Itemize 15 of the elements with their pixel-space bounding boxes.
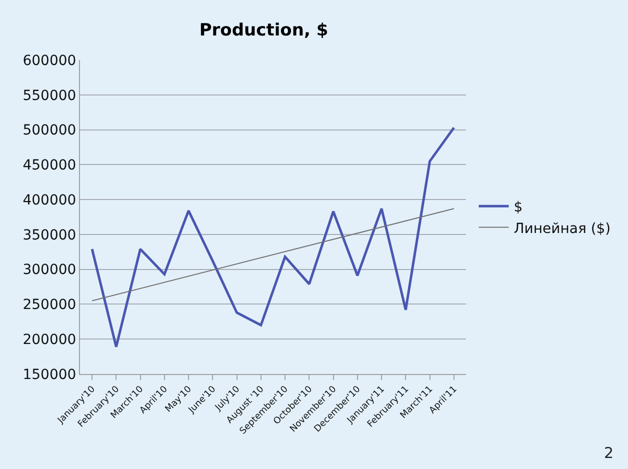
y-tick-label: 450000	[22, 158, 76, 174]
y-tick-label: 500000	[22, 122, 76, 139]
y-tick-label: 150000	[22, 366, 76, 383]
text: 2	[604, 444, 614, 462]
line-series	[90, 126, 456, 348]
legend-label: $	[514, 200, 523, 216]
y-tick-label: 300000	[22, 262, 76, 278]
y-tick-label: 400000	[22, 192, 76, 208]
y-tick-label: 550000	[22, 88, 76, 104]
legend-label: Линейная ($)	[514, 220, 611, 237]
y-tick-label: 600000	[22, 52, 76, 69]
y-tick-label: 250000	[22, 297, 76, 314]
chart-title: Production, $	[199, 20, 328, 40]
y-tick-label: 350000	[22, 227, 76, 244]
y-tick-label: 200000	[22, 332, 76, 348]
